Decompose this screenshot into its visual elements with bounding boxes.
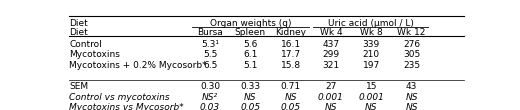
Text: 6.1: 6.1 xyxy=(243,50,257,59)
Text: 210: 210 xyxy=(363,50,380,59)
Text: 437: 437 xyxy=(322,40,340,49)
Text: 15: 15 xyxy=(366,82,377,91)
Text: NS: NS xyxy=(405,93,418,102)
Text: 5.6: 5.6 xyxy=(243,40,257,49)
Text: 0.001: 0.001 xyxy=(358,93,384,102)
Text: 16.1: 16.1 xyxy=(281,40,301,49)
Text: 0.05: 0.05 xyxy=(281,103,301,110)
Text: Bursa: Bursa xyxy=(197,28,223,37)
Text: 235: 235 xyxy=(403,61,420,70)
Text: NS²: NS² xyxy=(202,93,218,102)
Text: 0.33: 0.33 xyxy=(240,82,261,91)
Text: 6.5: 6.5 xyxy=(203,61,217,70)
Text: NS: NS xyxy=(244,93,257,102)
Text: 5.1: 5.1 xyxy=(243,61,257,70)
Text: NS: NS xyxy=(324,103,337,110)
Text: 43: 43 xyxy=(406,82,417,91)
Text: Wk 12: Wk 12 xyxy=(397,28,426,37)
Text: 276: 276 xyxy=(403,40,420,49)
Text: Kidney: Kidney xyxy=(275,28,306,37)
Text: 27: 27 xyxy=(326,82,336,91)
Text: Uric acid (μmol / L): Uric acid (μmol / L) xyxy=(328,19,414,28)
Text: 17.7: 17.7 xyxy=(281,50,301,59)
Text: 299: 299 xyxy=(322,50,340,59)
Text: NS: NS xyxy=(405,103,418,110)
Text: Mycotoxins + 0.2% Mycosorb*: Mycotoxins + 0.2% Mycosorb* xyxy=(69,61,206,70)
Text: Spleen: Spleen xyxy=(235,28,266,37)
Text: 197: 197 xyxy=(362,61,380,70)
Text: NS: NS xyxy=(284,93,297,102)
Text: 0.05: 0.05 xyxy=(240,103,261,110)
Text: Mycotoxins: Mycotoxins xyxy=(69,50,120,59)
Text: 321: 321 xyxy=(322,61,340,70)
Text: 0.03: 0.03 xyxy=(200,103,220,110)
Text: SEM: SEM xyxy=(69,82,88,91)
Text: 0.001: 0.001 xyxy=(318,93,344,102)
Text: Mycotoxins vs Mycosorb*: Mycotoxins vs Mycosorb* xyxy=(69,103,184,110)
Text: 305: 305 xyxy=(403,50,420,59)
Text: Control vs mycotoxins: Control vs mycotoxins xyxy=(69,93,170,102)
Text: Wk 8: Wk 8 xyxy=(360,28,383,37)
Text: 339: 339 xyxy=(362,40,380,49)
Text: NS: NS xyxy=(365,103,378,110)
Text: 5.5: 5.5 xyxy=(203,50,217,59)
Text: Organ weights (g): Organ weights (g) xyxy=(210,19,291,28)
Text: 5.3¹: 5.3¹ xyxy=(201,40,219,49)
Text: Wk 4: Wk 4 xyxy=(320,28,342,37)
Text: Diet: Diet xyxy=(69,19,88,28)
Text: 15.8: 15.8 xyxy=(281,61,301,70)
Text: 0.71: 0.71 xyxy=(281,82,301,91)
Text: Control: Control xyxy=(69,40,102,49)
Text: Diet: Diet xyxy=(69,28,88,37)
Text: 0.30: 0.30 xyxy=(200,82,220,91)
